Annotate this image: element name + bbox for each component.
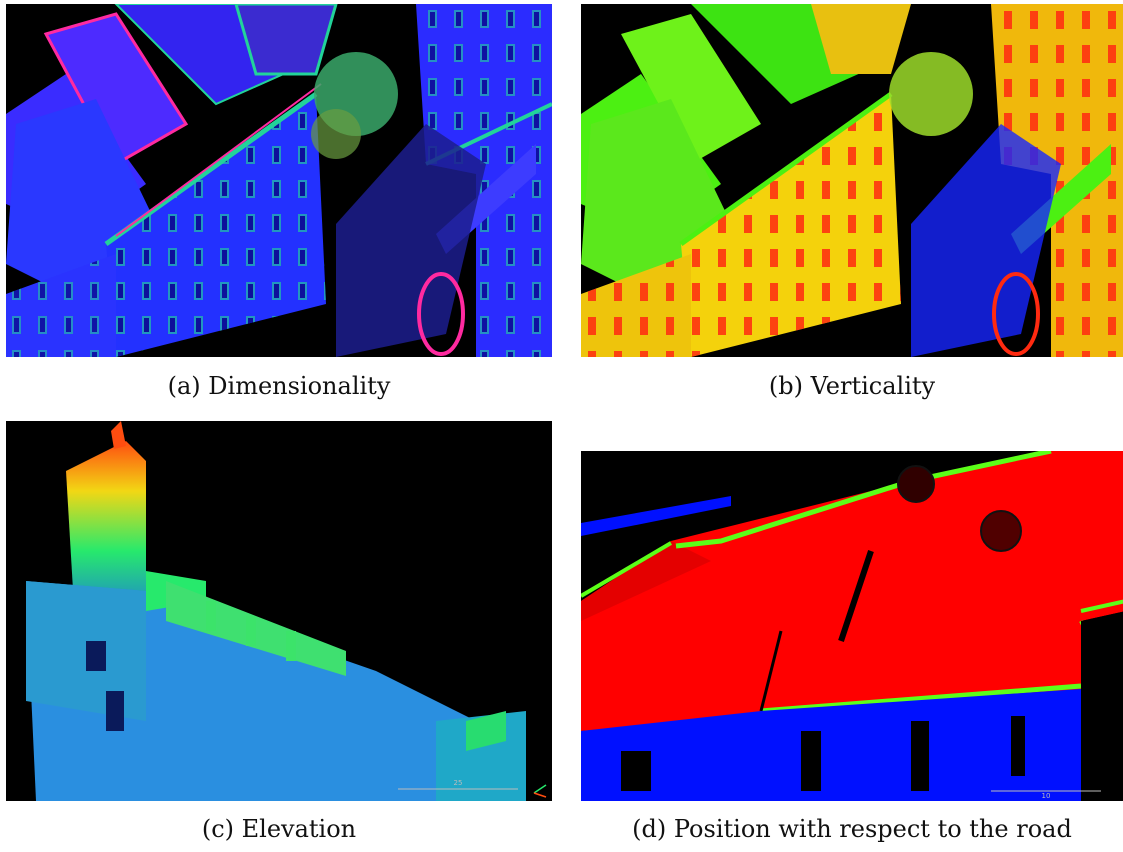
dimensionality-image [6, 4, 552, 357]
verticality-image [581, 4, 1123, 357]
caption-dimensionality: (a) Dimensionality [167, 372, 391, 400]
elevation-scale-label: 25 [454, 779, 463, 787]
caption-road-position: (d) Position with respect to the road [632, 815, 1072, 843]
caption-verticality: (b) Verticality [768, 372, 936, 400]
road-position-image: 10 [581, 451, 1123, 801]
caption-elevation: (c) Elevation [201, 815, 357, 843]
road-scale-label: 10 [1042, 792, 1051, 800]
elevation-image: 25 [6, 421, 552, 801]
